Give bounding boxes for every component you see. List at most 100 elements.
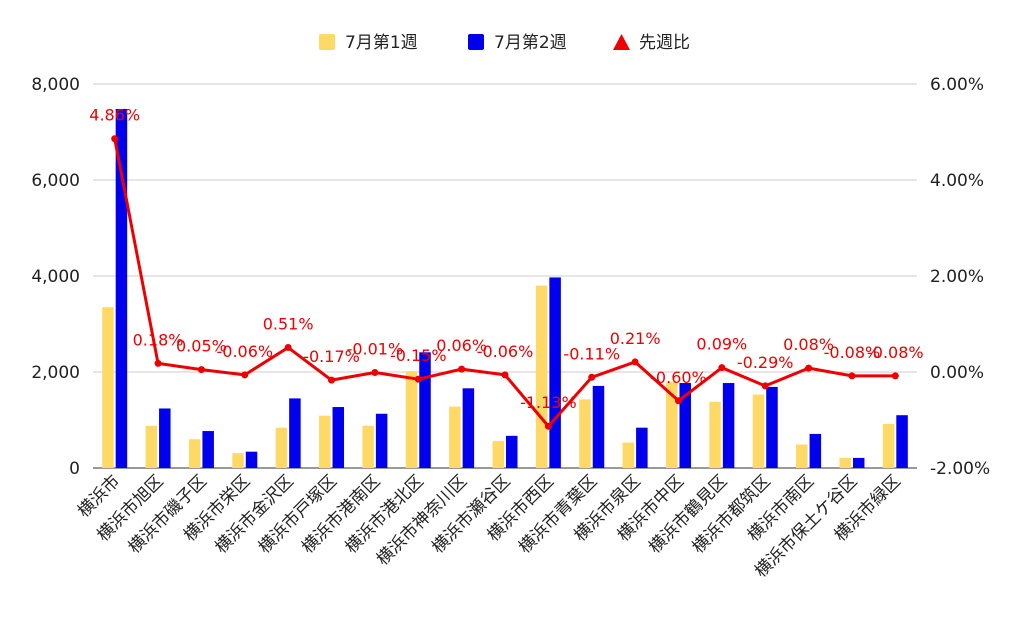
ratio-data-label: -0.06% — [216, 342, 273, 361]
bar-week2 — [679, 383, 691, 468]
bar-week1 — [622, 442, 635, 468]
ratio-data-label: 0.51% — [263, 315, 314, 334]
ratio-point — [111, 135, 119, 143]
right-tick-label: 6.00% — [930, 75, 984, 95]
left-tick-label: 6,000 — [31, 171, 80, 191]
ratio-data-label: 4.86% — [89, 106, 140, 125]
ratio-data-label: 0.18% — [133, 330, 184, 349]
ratio-data-label: -0.29% — [737, 353, 794, 372]
bar-week2 — [332, 407, 345, 468]
right-tick-label: 0.00% — [930, 363, 984, 383]
ratio-data-label: -0.60% — [650, 368, 707, 387]
bar-week1 — [796, 444, 808, 468]
ratio-point — [588, 373, 596, 381]
bar-week2 — [852, 457, 865, 468]
ratio-point — [197, 366, 205, 374]
bar-week2 — [549, 277, 561, 468]
legend-swatch-week2 — [468, 34, 484, 50]
ratio-point — [718, 364, 726, 372]
category-labels: 横浜市横浜市旭区横浜市磯子区横浜市栄区横浜市金沢区横浜市戸塚区横浜市港南区横浜市… — [74, 471, 905, 581]
bar-week1 — [882, 423, 895, 468]
bar-week2 — [809, 433, 822, 468]
bar-week2 — [896, 415, 908, 468]
bar-group — [102, 108, 908, 469]
left-tick-label: 8,000 — [31, 75, 80, 95]
bar-week1 — [579, 399, 591, 468]
bar-week1 — [535, 285, 548, 468]
right-tick-label: 4.00% — [930, 171, 984, 191]
ratio-data-label: 0.09% — [696, 335, 747, 354]
bar-week2 — [419, 352, 431, 468]
ratio-point — [241, 371, 249, 379]
bar-week1 — [449, 406, 461, 468]
bar-week2 — [245, 451, 258, 468]
bar-week2 — [506, 435, 518, 468]
ratio-point — [805, 364, 813, 372]
ratio-point — [154, 359, 162, 367]
bar-week1 — [188, 439, 201, 468]
bar-week1 — [102, 307, 114, 468]
bar-week1 — [405, 371, 418, 468]
bar-week1 — [319, 415, 331, 468]
ratio-point — [458, 365, 466, 373]
ratio-point — [761, 382, 769, 390]
ratio-line-path — [113, 138, 896, 428]
ratio-point — [631, 358, 639, 366]
bar-week2 — [766, 386, 778, 468]
ratio-point — [674, 397, 682, 405]
right-tick-label: -2.00% — [930, 459, 990, 479]
ratio-data-label: -0.17% — [303, 347, 360, 366]
ratio-point — [544, 422, 552, 430]
bar-week1 — [145, 425, 158, 468]
ratio-data-label: 0.08% — [783, 335, 834, 354]
legend: 7月第1週 7月第2週 先週比 — [319, 33, 690, 53]
bar-week1 — [665, 382, 678, 468]
bar-week2 — [636, 427, 648, 468]
bar-week2 — [159, 408, 171, 468]
left-tick-label: 0 — [69, 459, 80, 479]
ratio-point — [501, 371, 509, 379]
left-tick-label: 2,000 — [31, 363, 80, 383]
legend-marker-ratio — [613, 34, 630, 50]
bar-week1 — [362, 425, 374, 468]
bar-week2 — [592, 385, 605, 468]
ratio-data-label: -0.06% — [477, 342, 534, 361]
bar-week1 — [275, 427, 288, 468]
ratio-data-label: -0.11% — [563, 344, 620, 363]
ratio-point — [328, 376, 336, 384]
right-tick-label: 2.00% — [930, 267, 984, 287]
bar-week1 — [839, 457, 851, 468]
ratio-line: 4.86%0.18%0.05%-0.06%0.51%-0.17%-0.01%-0… — [89, 106, 924, 430]
legend-label: 7月第1週 — [345, 33, 418, 53]
ratio-point — [284, 344, 292, 352]
legend-label: 先週比 — [639, 33, 690, 53]
ratio-data-label: 0.21% — [610, 329, 661, 348]
bar-week1 — [492, 441, 504, 468]
bar-week2 — [722, 383, 735, 468]
ratio-point — [848, 372, 856, 380]
bar-week2 — [289, 398, 301, 468]
ratio-point — [371, 368, 379, 376]
bar-week1 — [752, 394, 765, 468]
gridlines — [93, 83, 917, 469]
legend-swatch-week1 — [319, 34, 335, 50]
bar-week2 — [202, 431, 214, 468]
bar-week2 — [115, 108, 128, 469]
ratio-point — [891, 372, 899, 380]
ratio-data-label: -0.15% — [390, 346, 447, 365]
ratio-data-label: 0.05% — [176, 337, 227, 356]
right-axis: -2.00% 0.00% 2.00% 4.00% 6.00% — [930, 75, 990, 479]
left-axis: 0 2,000 4,000 6,000 8,000 — [31, 75, 80, 479]
ratio-data-label: -0.08% — [824, 343, 881, 362]
legend-label: 7月第2週 — [494, 33, 567, 53]
bar-week2 — [375, 413, 388, 468]
ratio-point — [414, 375, 422, 383]
bar-week1 — [232, 453, 244, 468]
ratio-data-label: -1.13% — [520, 393, 577, 412]
bar-week2 — [462, 388, 475, 468]
left-tick-label: 4,000 — [31, 267, 80, 287]
bar-week1 — [709, 401, 721, 468]
ratio-data-label: -0.08% — [867, 343, 924, 362]
ratio-data-label: -0.01% — [347, 339, 404, 358]
